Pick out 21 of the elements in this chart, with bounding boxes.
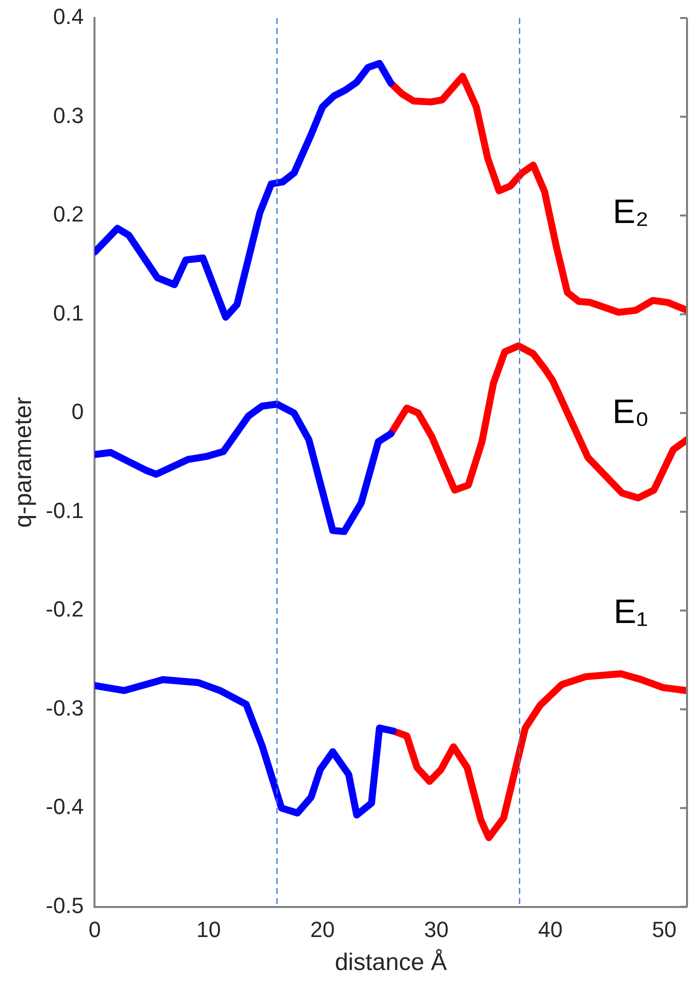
x-tick-label: 50 — [652, 917, 676, 942]
annotation: E₁ — [614, 592, 648, 631]
y-tick-label: -0.2 — [46, 596, 84, 622]
y-tick-label: 0.4 — [53, 4, 84, 30]
annotation: E₂ — [612, 192, 649, 231]
x-tick-label: 40 — [538, 917, 563, 942]
x-tick-label: 30 — [424, 917, 449, 942]
y-tick-label: -0.4 — [46, 794, 84, 820]
y-tick-label: -0.3 — [46, 695, 84, 720]
y-tick-label: 0.2 — [53, 202, 84, 227]
y-tick-label: 0 — [71, 399, 84, 424]
x-tick-label: 10 — [196, 917, 221, 942]
y-tick-label: -0.5 — [46, 892, 84, 918]
y-tick-label: -0.1 — [46, 498, 84, 523]
x-axis-title: distance Å — [334, 949, 447, 976]
y-tick-label: 0.1 — [53, 300, 84, 326]
y-tick-label: 0.3 — [53, 102, 84, 128]
y-axis-title: q-parameter — [10, 397, 38, 528]
x-tick-label: 0 — [88, 917, 101, 942]
x-tick-label: 20 — [310, 917, 335, 942]
annotation: E₀ — [612, 392, 650, 431]
